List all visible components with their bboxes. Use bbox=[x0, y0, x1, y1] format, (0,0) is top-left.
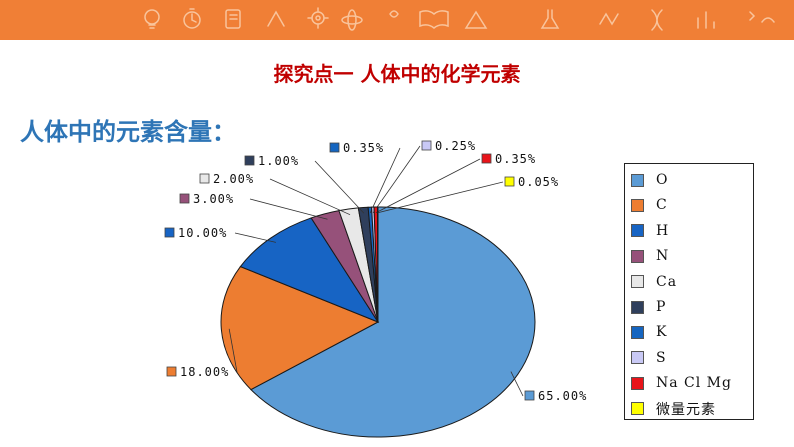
legend-swatch bbox=[631, 325, 644, 339]
leader-line-8 bbox=[372, 145, 421, 214]
data-label-4: 3.00% bbox=[193, 192, 234, 206]
legend-label: H bbox=[656, 222, 670, 239]
leader-line-7 bbox=[369, 147, 401, 214]
data-label-swatch-3 bbox=[164, 227, 175, 238]
leader-line-5 bbox=[269, 178, 351, 216]
data-label-2: 18.00% bbox=[180, 365, 229, 379]
legend-item-8: S bbox=[631, 349, 667, 367]
leader-line-4 bbox=[249, 198, 328, 220]
leader-line-1 bbox=[510, 371, 524, 397]
legend-item-4: N bbox=[631, 247, 669, 265]
data-label-9: 0.35% bbox=[495, 152, 536, 166]
legend-swatch bbox=[631, 376, 644, 390]
legend-item-7: K bbox=[631, 323, 667, 341]
section-heading: 人体中的元素含量： bbox=[20, 118, 236, 146]
dna-icon bbox=[651, 9, 663, 31]
legend-label: K bbox=[656, 324, 668, 341]
slide-title: 探究点一 人体中的化学元素 bbox=[273, 62, 521, 86]
data-label-6: 1.00% bbox=[258, 154, 299, 168]
wave-doodle bbox=[599, 12, 619, 26]
leader-line-2 bbox=[228, 328, 238, 373]
data-label-swatch-8 bbox=[421, 140, 432, 151]
data-label-swatch-5 bbox=[199, 173, 210, 184]
data-label-7: 0.35% bbox=[343, 141, 384, 155]
legend-label: N bbox=[656, 248, 670, 265]
legend-label: Na Cl Mg bbox=[656, 375, 732, 392]
legend-swatch bbox=[631, 300, 644, 314]
legend-label: S bbox=[656, 349, 667, 366]
legend-label: 微量元素 bbox=[656, 401, 716, 418]
legend-label: Ca bbox=[656, 273, 678, 290]
leader-line-3 bbox=[234, 232, 276, 243]
leader-line-10 bbox=[377, 181, 504, 214]
pie-slice-1 bbox=[250, 206, 536, 438]
data-label-5: 2.00% bbox=[213, 172, 254, 186]
chart-legend: O C H N Ca P K S Na Cl Mg 微量元素 bbox=[624, 163, 754, 420]
legend-swatch bbox=[631, 173, 644, 187]
header-banner bbox=[0, 0, 794, 40]
legend-label: O bbox=[656, 172, 669, 188]
legend-item-1: O bbox=[631, 171, 668, 189]
pie-slice-3 bbox=[239, 217, 380, 324]
legend-item-9: Na Cl Mg bbox=[631, 374, 732, 392]
banner-doodles bbox=[144, 7, 775, 31]
pie-slice-2 bbox=[220, 265, 380, 391]
data-label-swatch-1 bbox=[524, 390, 535, 401]
legend-swatch bbox=[631, 198, 644, 212]
data-label-swatch-4 bbox=[179, 193, 190, 204]
lightbulb-icon bbox=[144, 9, 160, 29]
arrow-doodle bbox=[749, 11, 775, 23]
book-icon bbox=[419, 10, 449, 29]
data-label-1: 65.00% bbox=[538, 389, 587, 403]
legend-swatch bbox=[631, 275, 644, 289]
triangle-doodle bbox=[267, 10, 285, 27]
data-label-swatch-10 bbox=[504, 176, 515, 187]
data-label-swatch-9 bbox=[481, 153, 492, 164]
stopwatch-icon bbox=[183, 8, 201, 29]
chart-icon bbox=[697, 11, 715, 29]
data-label-swatch-6 bbox=[244, 155, 255, 166]
data-label-10: 0.05% bbox=[518, 175, 559, 189]
question-doodle bbox=[389, 10, 399, 18]
flask-icon bbox=[540, 9, 560, 29]
leader-line-6 bbox=[314, 160, 365, 214]
leader-line-9 bbox=[375, 158, 481, 214]
legend-item-3: H bbox=[631, 222, 669, 240]
legend-swatch bbox=[631, 402, 644, 416]
legend-swatch bbox=[631, 224, 644, 238]
gear-icon bbox=[307, 7, 329, 29]
legend-label: C bbox=[656, 197, 668, 214]
legend-item-6: P bbox=[631, 298, 666, 316]
data-label-8: 0.25% bbox=[435, 139, 476, 153]
legend-swatch bbox=[631, 351, 644, 365]
data-label-swatch-2 bbox=[166, 366, 177, 377]
legend-label: P bbox=[656, 299, 667, 315]
notebook-icon bbox=[225, 9, 241, 29]
legend-item-2: C bbox=[631, 196, 668, 214]
data-label-3: 10.00% bbox=[178, 226, 227, 240]
legend-swatch bbox=[631, 249, 644, 263]
atom-icon bbox=[341, 9, 363, 31]
data-label-swatch-7 bbox=[329, 142, 340, 153]
ruler-icon bbox=[464, 10, 488, 29]
legend-item-5: Ca bbox=[631, 273, 677, 291]
legend-item-10: 微量元素 bbox=[631, 400, 716, 418]
